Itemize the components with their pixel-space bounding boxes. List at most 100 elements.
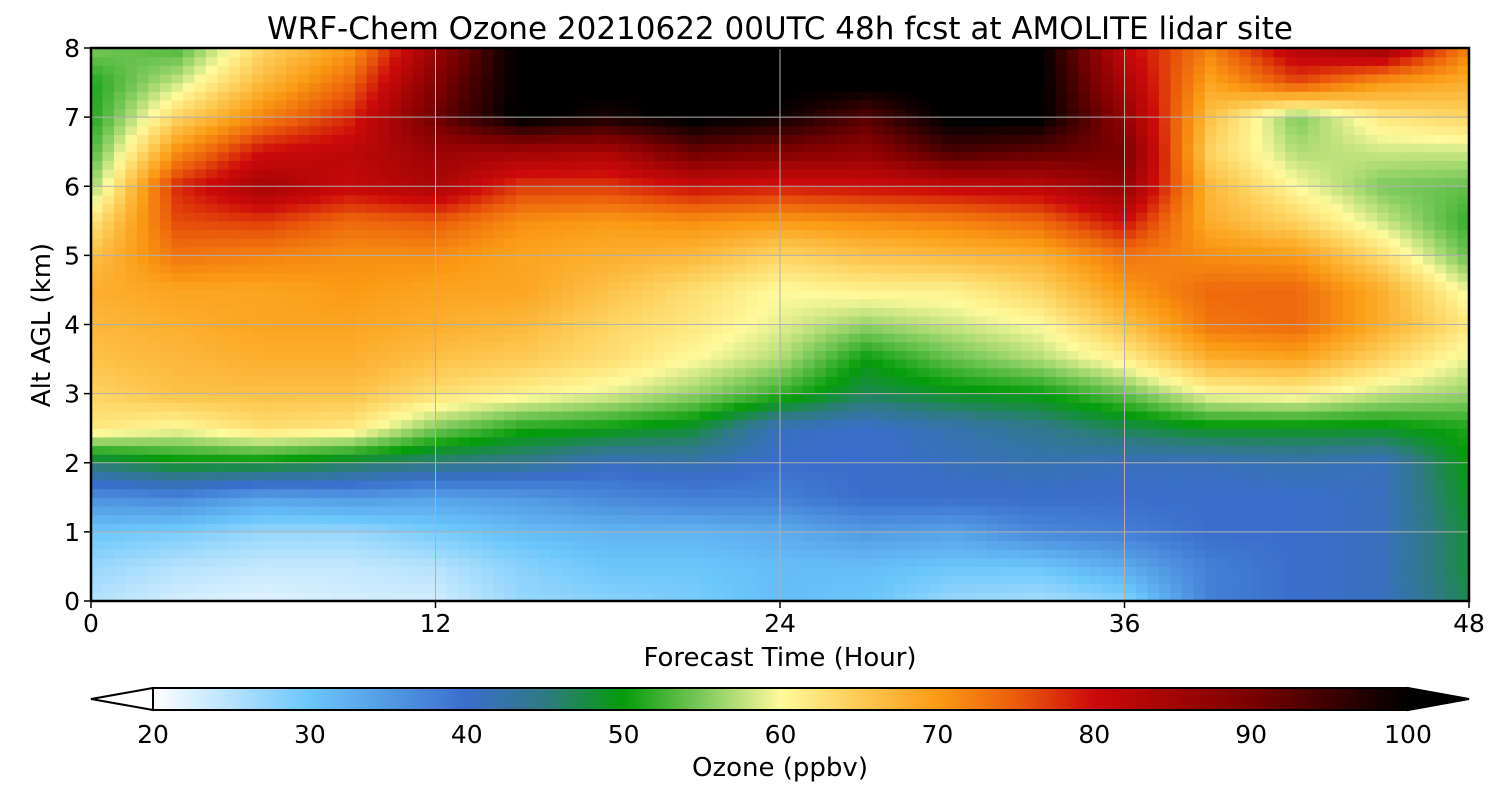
heatmap-cell: [848, 445, 861, 455]
heatmap-cell: [745, 125, 758, 136]
heatmap-cell: [343, 436, 356, 447]
heatmap-cell: [883, 56, 896, 66]
heatmap-cell: [825, 203, 839, 213]
heatmap-cell: [791, 117, 804, 127]
heatmap-cell: [871, 497, 884, 507]
heatmap-cell: [630, 289, 643, 300]
heatmap-cell: [366, 350, 379, 360]
heatmap-cell: [871, 454, 884, 464]
heatmap-cell: [963, 65, 976, 75]
heatmap-cell: [837, 73, 850, 84]
heatmap-cell: [91, 575, 104, 585]
heatmap-cell: [642, 212, 655, 222]
heatmap-cell: [975, 557, 988, 568]
heatmap-cell: [504, 531, 517, 542]
heatmap-cell: [343, 376, 356, 386]
heatmap-cell: [435, 73, 448, 84]
heatmap-cell: [952, 91, 965, 101]
heatmap-cell: [871, 514, 884, 524]
heatmap-cell: [217, 160, 230, 170]
heatmap-cell: [309, 384, 322, 395]
heatmap-cell: [550, 341, 563, 352]
heatmap-cell: [263, 592, 276, 601]
heatmap-cell: [504, 73, 517, 84]
heatmap-cell: [332, 549, 345, 559]
heatmap-cell: [538, 91, 551, 101]
heatmap-cell: [607, 333, 620, 343]
heatmap-cell: [240, 410, 253, 421]
heatmap-cell: [240, 82, 253, 92]
heatmap-cell: [619, 73, 632, 84]
heatmap-cell: [607, 108, 620, 118]
heatmap-cell: [814, 324, 827, 334]
heatmap-cell: [642, 514, 655, 524]
heatmap-cell: [251, 575, 264, 585]
heatmap-cell: [538, 134, 551, 144]
heatmap-cell: [320, 56, 333, 66]
heatmap-cell: [573, 255, 586, 265]
heatmap-cell: [446, 549, 460, 559]
heatmap-cell: [871, 341, 884, 352]
heatmap-cell: [182, 186, 195, 196]
heatmap-cell: [297, 384, 310, 395]
heatmap-cell: [952, 592, 965, 601]
heatmap-cell: [596, 73, 609, 84]
heatmap-cell: [619, 557, 632, 568]
heatmap-cell: [550, 350, 563, 360]
heatmap-cell: [309, 289, 322, 300]
heatmap-cell: [320, 531, 333, 542]
heatmap-cell: [711, 65, 724, 75]
heatmap-cell: [286, 108, 299, 118]
heatmap-cell: [711, 246, 724, 256]
heatmap-cell: [424, 117, 437, 127]
heatmap-cell: [320, 143, 333, 153]
heatmap-cell: [286, 194, 299, 205]
heatmap-cell: [711, 99, 724, 110]
heatmap-cell: [665, 203, 678, 213]
heatmap-cell: [389, 91, 402, 101]
heatmap-cell: [538, 212, 551, 222]
heatmap-cell: [102, 436, 115, 447]
heatmap-cell: [320, 229, 333, 239]
heatmap-cell: [825, 462, 839, 472]
heatmap-cell: [389, 307, 402, 317]
heatmap-cell: [251, 203, 264, 213]
heatmap-cell: [676, 246, 689, 256]
heatmap-cell: [251, 186, 264, 196]
heatmap-cell: [665, 151, 678, 161]
heatmap-cell: [194, 350, 207, 360]
heatmap-cell: [297, 125, 310, 136]
heatmap-cell: [550, 445, 563, 455]
heatmap-cell: [412, 220, 425, 231]
heatmap-cell: [286, 531, 299, 542]
heatmap-cell: [883, 203, 896, 213]
heatmap-cell: [217, 315, 230, 326]
heatmap-cell: [515, 333, 528, 343]
heatmap-cell: [251, 168, 264, 179]
heatmap-cell: [975, 82, 988, 92]
heatmap-cell: [458, 212, 471, 222]
heatmap-cell: [286, 99, 299, 110]
heatmap-cell: [734, 367, 747, 377]
heatmap-cell: [332, 428, 345, 438]
heatmap-cell: [182, 583, 195, 593]
heatmap-cell: [550, 402, 563, 412]
heatmap-cell: [906, 238, 919, 248]
heatmap-cell: [975, 402, 988, 412]
heatmap-cell: [136, 384, 150, 395]
heatmap-cell: [802, 531, 816, 542]
heatmap-cell: [550, 160, 563, 170]
heatmap-cell: [217, 246, 230, 256]
heatmap-cell: [802, 376, 816, 386]
heatmap-cell: [504, 436, 517, 447]
heatmap-cell: [228, 557, 241, 568]
heatmap-cell: [745, 99, 758, 110]
heatmap-cell: [665, 108, 678, 118]
heatmap-cell: [699, 359, 712, 369]
heatmap-cell: [355, 583, 368, 593]
heatmap-cell: [596, 471, 609, 481]
heatmap-cell: [91, 454, 104, 464]
heatmap-cell: [412, 108, 425, 118]
heatmap-cell: [768, 99, 781, 110]
heatmap-cell: [596, 298, 609, 308]
